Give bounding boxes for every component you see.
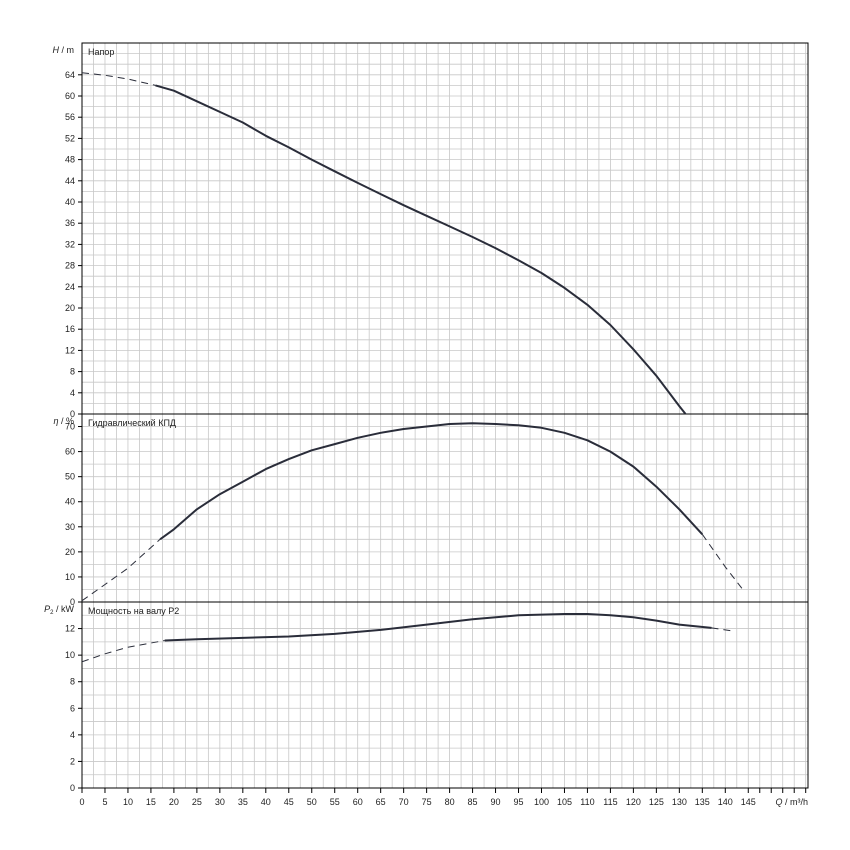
x-tick-label: 80 [445, 797, 455, 807]
x-tick-label: 130 [672, 797, 687, 807]
y-tick-label: 20 [65, 303, 75, 313]
y-tick-label: 28 [65, 261, 75, 271]
y-axis-label-efficiency: η / % [53, 416, 74, 426]
y-tick-label: 48 [65, 155, 75, 165]
x-tick-label: 30 [215, 797, 225, 807]
y-tick-label: 12 [65, 624, 75, 634]
y-tick-label: 50 [65, 472, 75, 482]
curve-dashed-start-power [82, 640, 165, 663]
y-tick-label: 2 [70, 756, 75, 766]
x-tick-label: 50 [307, 797, 317, 807]
y-axis-label-head: H / m [53, 45, 75, 55]
x-tick-label: 90 [491, 797, 501, 807]
y-tick-label: 52 [65, 133, 75, 143]
y-tick-label: 24 [65, 282, 75, 292]
curve-dashed-start-efficiency [82, 538, 161, 602]
x-tick-label: 140 [718, 797, 733, 807]
y-tick-label: 30 [65, 522, 75, 532]
x-tick-label: 110 [580, 797, 594, 807]
x-tick-label: 10 [123, 797, 133, 807]
curve-dashed-end-efficiency [701, 534, 745, 592]
y-tick-label: 64 [65, 70, 75, 80]
y-tick-label: 10 [65, 650, 75, 660]
curve-dashed-end-power [711, 627, 735, 632]
x-tick-label: 60 [353, 797, 363, 807]
frame-layer [78, 42, 809, 793]
y-tick-label: 60 [65, 447, 75, 457]
x-axis-label: Q / m³/h [775, 797, 808, 807]
x-tick-label: 45 [284, 797, 294, 807]
y-tick-label: 44 [65, 176, 75, 186]
y-tick-label: 60 [65, 91, 75, 101]
y-tick-label: 8 [70, 677, 75, 687]
y-tick-label: 8 [70, 367, 75, 377]
x-tick-label: 85 [468, 797, 478, 807]
curve-solid-head [155, 84, 687, 414]
x-tick-label: 120 [626, 797, 641, 807]
panel-frame-power [81, 601, 809, 789]
x-tick-label: 5 [102, 797, 107, 807]
x-tick-label: 25 [192, 797, 202, 807]
y-tick-label: 12 [65, 345, 75, 355]
y-tick-label: 16 [65, 324, 75, 334]
x-tick-label: 15 [146, 797, 156, 807]
y-tick-label: 0 [70, 409, 75, 419]
y-tick-label: 56 [65, 112, 75, 122]
y-tick-label: 0 [70, 597, 75, 607]
y-tick-label: 20 [65, 547, 75, 557]
curve-solid-power [164, 613, 712, 642]
x-tick-label: 95 [514, 797, 524, 807]
curve-dashed-start-head [82, 72, 156, 86]
x-tick-label: 55 [330, 797, 340, 807]
y-tick-label: 32 [65, 239, 75, 249]
grid-layer [81, 42, 808, 789]
x-tick-label: 145 [741, 797, 756, 807]
x-tick-label: 135 [695, 797, 710, 807]
x-tick-label: 70 [399, 797, 409, 807]
x-tick-label: 105 [557, 797, 572, 807]
panel-title-efficiency: Гидравлический КПД [88, 418, 176, 428]
y-tick-label: 40 [65, 197, 75, 207]
y-tick-label: 70 [65, 422, 75, 432]
panel-title-head: Напор [88, 47, 114, 57]
x-tick-label: 35 [238, 797, 248, 807]
x-tick-label: 40 [261, 797, 271, 807]
x-tick-label: 20 [169, 797, 179, 807]
y-tick-label: 4 [70, 730, 75, 740]
x-tick-label: 0 [79, 797, 84, 807]
y-tick-label: 10 [65, 572, 75, 582]
y-tick-label: 6 [70, 703, 75, 713]
curve-layer [82, 72, 745, 663]
x-tick-label: 100 [534, 797, 549, 807]
y-axis-label-power: P2 / kW [44, 604, 74, 616]
panel-frame-efficiency [81, 413, 809, 603]
x-tick-label: 125 [649, 797, 664, 807]
y-tick-label: 0 [70, 783, 75, 793]
x-tick-label: 75 [422, 797, 432, 807]
curve-solid-efficiency [159, 422, 704, 541]
y-tick-label: 4 [70, 388, 75, 398]
panel-title-power: Мощность на валу P2 [88, 606, 179, 616]
y-tick-label: 40 [65, 497, 75, 507]
x-tick-label: 65 [376, 797, 386, 807]
x-tick-label: 115 [603, 797, 617, 807]
y-tick-label: 36 [65, 218, 75, 228]
